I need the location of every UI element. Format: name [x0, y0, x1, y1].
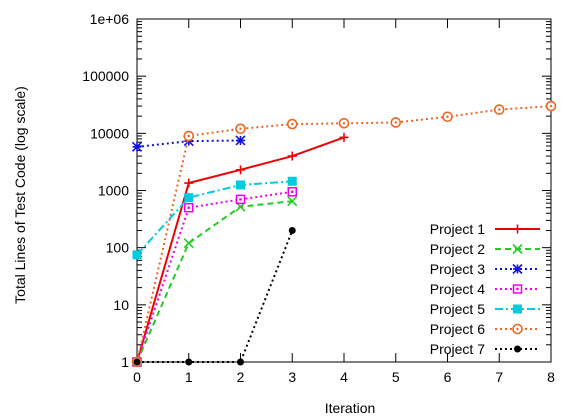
x-axis-title: Iteration — [325, 400, 376, 416]
series-project-4 — [132, 187, 297, 367]
series-layer — [131, 100, 557, 368]
data-point-marker — [235, 123, 246, 135]
x-tick-label: 3 — [288, 369, 296, 385]
data-point-marker — [185, 358, 193, 366]
x-tick-label: 0 — [133, 369, 141, 385]
data-point-marker — [183, 238, 194, 249]
x-tick-label: 8 — [547, 369, 555, 385]
data-point-marker — [338, 117, 350, 129]
legend-label: Project 2 — [430, 241, 485, 257]
data-point-marker — [237, 358, 244, 366]
data-point-marker — [514, 345, 521, 353]
data-point-marker — [512, 284, 523, 294]
data-point-marker — [286, 118, 298, 130]
series-project-2 — [131, 196, 298, 368]
data-point-marker — [184, 193, 194, 203]
data-point-marker — [184, 202, 194, 213]
data-point-marker — [390, 117, 402, 128]
y-tick-label: 100000 — [82, 68, 129, 84]
x-tick-label: 1 — [185, 369, 193, 385]
data-point-marker — [287, 187, 297, 197]
legend-entry: Project 5 — [430, 301, 540, 317]
y-tick-label: 1e+06 — [90, 11, 130, 27]
y-tick-label: 1000 — [98, 183, 129, 199]
series-line — [136, 105, 552, 363]
legend-label: Project 3 — [430, 261, 485, 277]
data-point-marker — [236, 165, 245, 175]
x-tick-label: 6 — [444, 369, 452, 385]
data-point-marker — [288, 226, 296, 234]
plot-border — [136, 18, 552, 363]
series-project-1 — [132, 132, 349, 367]
y-tick-label: 100 — [106, 240, 130, 256]
legend: Project 1 Project 2 Project 3 Project 4 Proj… — [430, 221, 540, 357]
y-tick-label: 1 — [121, 354, 129, 370]
x-tick-label: 4 — [340, 369, 348, 385]
x-tick-label: 2 — [237, 369, 245, 385]
series-line — [136, 139, 241, 148]
data-point-marker — [512, 323, 523, 335]
data-point-marker — [513, 224, 522, 234]
data-point-marker — [493, 104, 505, 115]
data-point-marker — [235, 135, 246, 146]
legend-entry: Project 2 — [430, 241, 540, 257]
legend-entry: Project 7 — [430, 341, 540, 357]
legend-entry: Project 6 — [430, 321, 540, 337]
data-point-marker — [131, 141, 143, 152]
series-line — [136, 190, 293, 363]
series-line — [137, 230, 294, 363]
x-tick-label: 7 — [495, 369, 503, 385]
data-point-marker — [287, 176, 297, 186]
legend-label: Project 6 — [430, 321, 485, 337]
y-axis-title: Total Lines of Test Code (log scale) — [12, 86, 28, 304]
series-line — [136, 200, 293, 363]
data-point-marker — [132, 250, 142, 260]
y-tick-label: 10 — [113, 297, 129, 313]
data-point-marker — [183, 130, 195, 142]
data-point-marker — [287, 151, 297, 161]
legend-label: Project 4 — [430, 281, 485, 297]
data-point-marker — [339, 132, 349, 142]
plot-frame — [136, 18, 552, 363]
y-tick-label: 10000 — [90, 125, 129, 141]
data-point-marker — [236, 180, 245, 190]
x-axis-ticks: 0 1 2 3 4 5 6 7 8 — [133, 19, 555, 385]
legend-label: Project 1 — [430, 221, 485, 237]
y-axis-ticks: 1 10 100 1000 10000 100000 1e+06 — [82, 11, 551, 370]
data-point-marker — [235, 194, 246, 205]
x-tick-label: 5 — [392, 369, 400, 385]
data-point-marker — [442, 111, 453, 123]
legend-label: Project 7 — [430, 341, 485, 357]
series-line — [136, 180, 293, 256]
data-point-marker — [545, 100, 557, 112]
data-point-marker — [513, 304, 522, 314]
series-project-5 — [132, 176, 297, 260]
legend-label: Project 5 — [430, 301, 485, 317]
data-point-marker — [287, 196, 298, 207]
data-point-marker — [512, 263, 523, 275]
data-point-marker — [184, 178, 194, 188]
legend-entry: Project 1 — [430, 221, 540, 237]
legend-entry: Project 3 — [430, 261, 540, 277]
series-project-7 — [133, 226, 296, 366]
data-point-marker — [512, 243, 523, 255]
data-point-marker — [133, 358, 141, 366]
legend-entry: Project 4 — [430, 281, 540, 297]
